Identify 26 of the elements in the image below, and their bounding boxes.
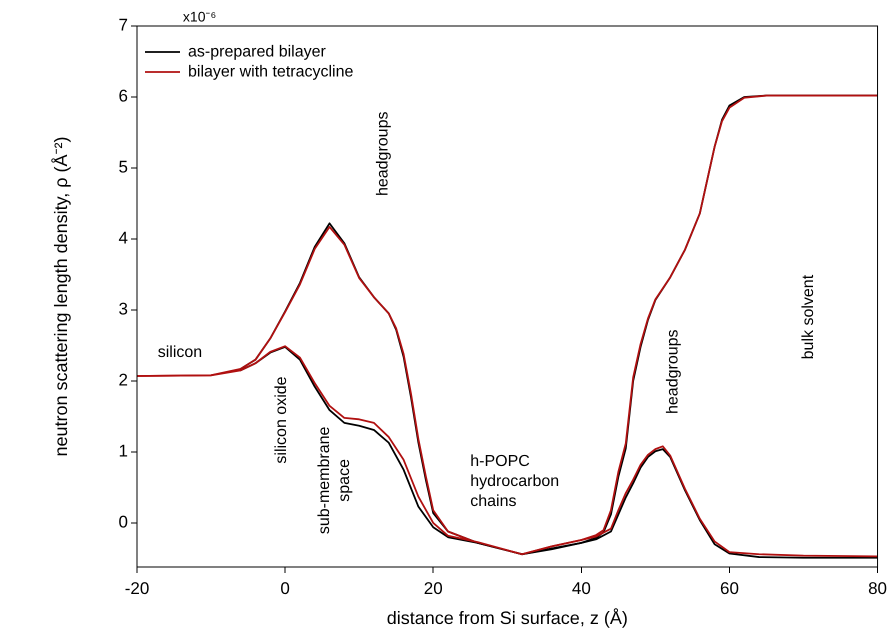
y-tick-label: 5	[118, 158, 128, 177]
x-axis-title: distance from Si surface, z (Å)	[386, 608, 628, 628]
annotation: sub-membrane space	[316, 426, 354, 534]
y-tick-label: 2	[118, 370, 128, 390]
x-tick-label: 80	[868, 578, 888, 598]
x-tick-label: 0	[280, 578, 290, 598]
annotation: h-POPC hydrocarbon chains	[470, 453, 560, 510]
x-tick-label: 60	[720, 578, 739, 598]
annotation: bulk solvent	[800, 274, 818, 360]
x-tick-label: 20	[424, 578, 443, 598]
y-tick-label: 7	[118, 16, 128, 35]
legend-label: as-prepared bilayer	[188, 43, 327, 60]
annotation: headgroups	[374, 112, 392, 196]
y-tick-label: 4	[118, 228, 128, 248]
legend-label: bilayer with tetracycline	[188, 63, 354, 80]
x-tick-label: 40	[572, 578, 591, 598]
annotation: silicon oxide	[272, 376, 290, 464]
x-tick-label: -20	[124, 578, 150, 598]
y-tick-label: 6	[118, 86, 128, 106]
y-tick-label: 1	[118, 442, 128, 461]
annotation: silicon	[158, 344, 202, 361]
y-tick-label: 3	[118, 300, 128, 319]
annotation: headgroups	[664, 330, 682, 414]
y-axis-title: neutron scattering length density, ρ (Å⁻²)	[50, 136, 71, 457]
text: x10⁻⁶	[182, 8, 216, 24]
y-tick-label: 0	[118, 512, 128, 532]
